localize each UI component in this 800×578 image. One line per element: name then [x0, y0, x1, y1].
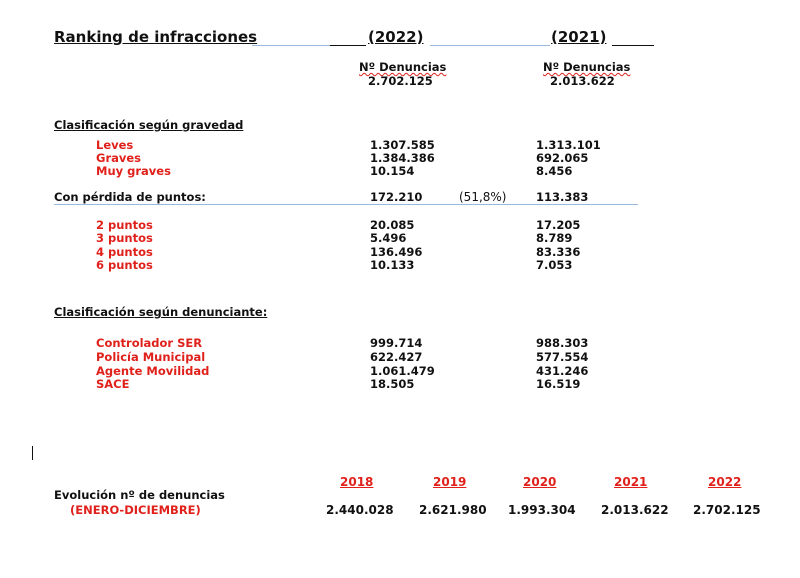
evolucion-year-2021: 2021 [614, 475, 648, 489]
puntos-2021-4: 83.336 [536, 245, 581, 259]
title-rule-2 [430, 45, 550, 46]
denuncias-total-2021: 2.013.622 [550, 74, 615, 88]
evolucion-year-2019: 2019 [433, 475, 467, 489]
year-2021-heading: (2021) [551, 28, 607, 46]
puntos-2021-2: 17.205 [536, 218, 581, 232]
text-cursor[interactable] [32, 446, 33, 460]
gravedad-2022-leves: 1.307.585 [370, 138, 435, 152]
denuncias-header-2022: Nº Denuncias [359, 60, 447, 74]
denunciante-2022-sace: 18.505 [370, 377, 415, 391]
puntos-2021-total: 113.383 [536, 190, 589, 204]
gravedad-label-leves: Leves [96, 138, 134, 152]
puntos-heading: Con pérdida de puntos: [54, 190, 206, 204]
evolucion-sublabel: (ENERO-DICIEMBRE) [70, 503, 201, 517]
gravedad-label-muy-graves: Muy graves [96, 164, 171, 178]
denunciante-label-sace: SACE [96, 377, 130, 391]
denuncias-total-2022: 2.702.125 [368, 74, 433, 88]
denunciante-2021-movilidad: 431.246 [536, 364, 589, 378]
puntos-2022-3: 5.496 [370, 231, 407, 245]
evolucion-year-2022: 2022 [708, 475, 742, 489]
denunciante-2021-sace: 16.519 [536, 377, 581, 391]
denunciante-2022-ser: 999.714 [370, 336, 423, 350]
evolucion-value-2022: 2.702.125 [693, 503, 761, 517]
evolucion-year-2018: 2018 [340, 475, 374, 489]
puntos-label-2: 2 puntos [96, 218, 153, 232]
title-underscore-left [330, 33, 366, 46]
evolucion-label: Evolución nº de denuncias [54, 488, 225, 502]
title-rule [252, 45, 364, 46]
gravedad-2021-leves: 1.313.101 [536, 138, 601, 152]
denunciante-2021-policia: 577.554 [536, 350, 589, 364]
puntos-label-3: 3 puntos [96, 231, 153, 245]
puntos-2021-3: 8.789 [536, 231, 573, 245]
puntos-2022-6: 10.133 [370, 258, 415, 272]
denuncias-header-2021: Nº Denuncias [543, 60, 631, 74]
gravedad-2022-graves: 1.384.386 [370, 151, 435, 165]
gravedad-2021-muy-graves: 8.456 [536, 164, 573, 178]
denunciante-2021-ser: 988.303 [536, 336, 589, 350]
denunciante-label-ser: Controlador SER [96, 336, 203, 350]
denunciante-label-policia: Policía Municipal [96, 350, 206, 364]
gravedad-heading: Clasificación según gravedad [54, 118, 244, 132]
puntos-2022-2: 20.085 [370, 218, 415, 232]
evolucion-year-2020: 2020 [523, 475, 557, 489]
denunciante-2022-movilidad: 1.061.479 [370, 364, 435, 378]
evolucion-value-2020: 1.993.304 [508, 503, 576, 517]
puntos-label-6: 6 puntos [96, 258, 153, 272]
puntos-2021-6: 7.053 [536, 258, 573, 272]
evolucion-value-2018: 2.440.028 [326, 503, 394, 517]
evolucion-value-2021: 2.013.622 [601, 503, 669, 517]
puntos-2022-4: 136.496 [370, 245, 423, 259]
denunciante-label-movilidad: Agente Movilidad [96, 364, 210, 378]
puntos-rule [54, 204, 638, 205]
puntos-label-4: 4 puntos [96, 245, 153, 259]
denunciante-2022-policia: 622.427 [370, 350, 423, 364]
evolucion-value-2019: 2.621.980 [419, 503, 487, 517]
gravedad-label-graves: Graves [96, 151, 142, 165]
year-2022-heading: (2022) [368, 28, 424, 46]
gravedad-2021-graves: 692.065 [536, 151, 589, 165]
denunciante-heading: Clasificación según denunciante: [54, 305, 268, 319]
puntos-2022-total: 172.210 [370, 190, 423, 204]
page-title: Ranking de infracciones [54, 28, 258, 46]
gravedad-2022-muy-graves: 10.154 [370, 164, 415, 178]
title-underscore [612, 33, 654, 46]
puntos-percent: (51,8%) [459, 190, 507, 204]
